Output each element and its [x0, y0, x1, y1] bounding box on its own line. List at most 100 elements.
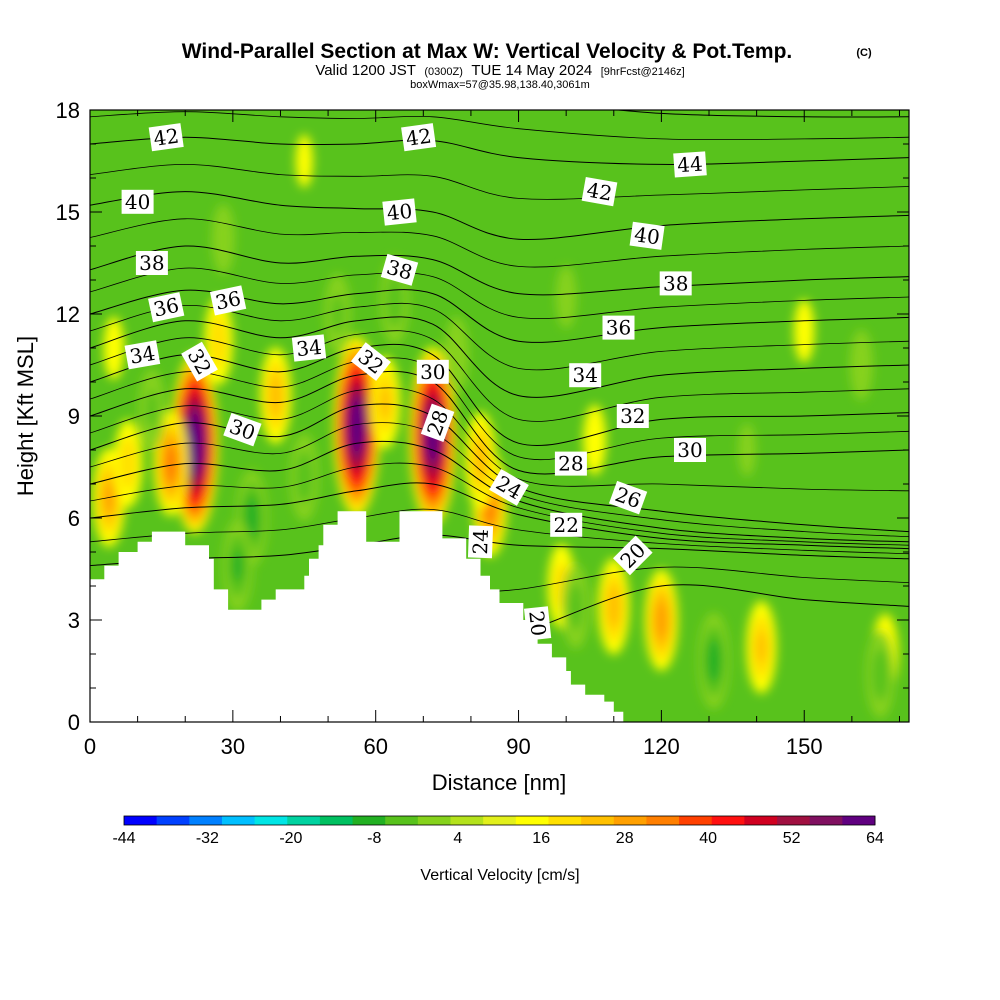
y-tick-label: 18 [56, 98, 80, 123]
colorbar-tick-label: 40 [699, 830, 717, 847]
contour-label: 36 [148, 292, 185, 323]
contour-label-text: 38 [663, 271, 688, 295]
colorbar-segment [744, 816, 778, 825]
y-tick-label: 9 [68, 404, 80, 429]
velocity-cell [568, 583, 584, 630]
contour-label-text: 34 [128, 341, 157, 369]
contour-label: 24 [467, 525, 494, 559]
colorbar-segment [679, 816, 713, 825]
contour-label-text: 40 [386, 199, 414, 226]
contour-label-text: 42 [152, 124, 181, 151]
velocity-cell [103, 316, 125, 380]
velocity-cell [606, 584, 621, 629]
colorbar-segment [287, 816, 321, 825]
chart-title-mark: (C) [856, 47, 872, 59]
vertical-velocity-field [92, 134, 899, 719]
isentrope-22 [90, 534, 909, 567]
colorbar-tick-label: 16 [532, 830, 550, 847]
velocity-cell [555, 265, 577, 329]
colorbar-tick-label: 64 [866, 830, 884, 847]
colorbar-segment [548, 816, 582, 825]
contour-label: 42 [401, 123, 437, 152]
x-tick-label: 0 [84, 734, 96, 759]
valid-utc: (0300Z) [424, 66, 463, 78]
colorbar-segment [842, 816, 876, 825]
contour-label: 34 [124, 340, 161, 370]
velocity-cell [209, 314, 228, 368]
velocity-cell [119, 437, 137, 491]
forecast-info: [9hrFcst@2146z] [601, 66, 685, 78]
velocity-cell [738, 423, 756, 477]
isentrope-minor [90, 422, 909, 538]
contour-label-text: 44 [676, 152, 703, 178]
x-tick-label: 120 [643, 734, 680, 759]
y-tick-label: 15 [56, 200, 80, 225]
contour-label-text: 28 [558, 452, 583, 476]
colorbar-tick-label: -20 [279, 830, 302, 847]
y-tick-label: 3 [68, 608, 80, 633]
contour-label-text: 32 [620, 404, 645, 428]
colorbar-segment [189, 816, 223, 825]
velocity-cell [165, 445, 177, 482]
velocity-cell [849, 329, 873, 401]
x-axis-label: Distance [nm] [432, 770, 567, 795]
velocity-cell [244, 495, 260, 541]
contour-label-text: 34 [572, 363, 597, 387]
velocity-cell [756, 630, 767, 664]
velocity-cell [232, 549, 244, 583]
box-wmax-info: boxWmax=57@35.98,138.40,3061m [410, 79, 590, 91]
colorbar-segment [352, 816, 386, 825]
colorbar-segment [613, 816, 647, 825]
velocity-cell [295, 450, 313, 504]
velocity-cell [655, 600, 668, 640]
isentrope-42 [90, 136, 909, 165]
potential-temperature-contours [90, 110, 909, 675]
colorbar-tick-label: -32 [196, 830, 219, 847]
contour-label: 34 [291, 334, 327, 362]
colorbar-segment [319, 816, 354, 825]
contour-label-text: 34 [295, 335, 323, 362]
colorbar-frame [123, 815, 876, 826]
velocity-cell [444, 316, 469, 393]
colorbar: -44 -32 -20 -8 4 16 28 40 52 64 [112, 815, 884, 847]
velocity-cell [706, 638, 721, 683]
contour-label: 38 [135, 251, 168, 275]
velocity-cell [211, 204, 235, 275]
colorbar-segment [156, 816, 190, 825]
contour-label-text: 38 [139, 251, 164, 275]
velocity-cell [268, 373, 283, 418]
valid-prefix: Valid 1200 JST [315, 62, 416, 79]
velocity-cell [351, 406, 362, 446]
colorbar-segment [483, 816, 517, 825]
x-tick-label: 30 [221, 734, 245, 759]
contour-label-text: 42 [404, 124, 433, 151]
velocity-cell [145, 389, 159, 429]
isentrope-24 [90, 482, 909, 550]
isentrope-26 [90, 440, 909, 543]
contour-label: 36 [209, 285, 247, 316]
isentrope-30 [90, 370, 909, 475]
isentrope-minor [90, 111, 909, 141]
velocity-cell [386, 273, 404, 327]
contour-label: 22 [550, 512, 583, 537]
velocity-cell [331, 294, 344, 334]
contour-label: 40 [121, 189, 154, 214]
contour-label: 30 [416, 359, 449, 384]
isentrope-34 [90, 316, 909, 398]
colorbar-segment [385, 816, 419, 825]
contour-label: 40 [629, 221, 665, 250]
velocity-cell [793, 299, 815, 363]
colorbar-label: Vertical Velocity [cm/s] [420, 867, 579, 884]
isentrope-minor [90, 330, 909, 422]
isentrope-minor [90, 508, 909, 555]
colorbar-tick-label: -8 [367, 830, 381, 847]
velocity-cell [295, 134, 313, 188]
x-tick-label: 150 [786, 734, 823, 759]
contour-label: 42 [148, 123, 184, 152]
contour-label: 36 [602, 315, 635, 340]
contour-label-text: 36 [213, 286, 243, 315]
